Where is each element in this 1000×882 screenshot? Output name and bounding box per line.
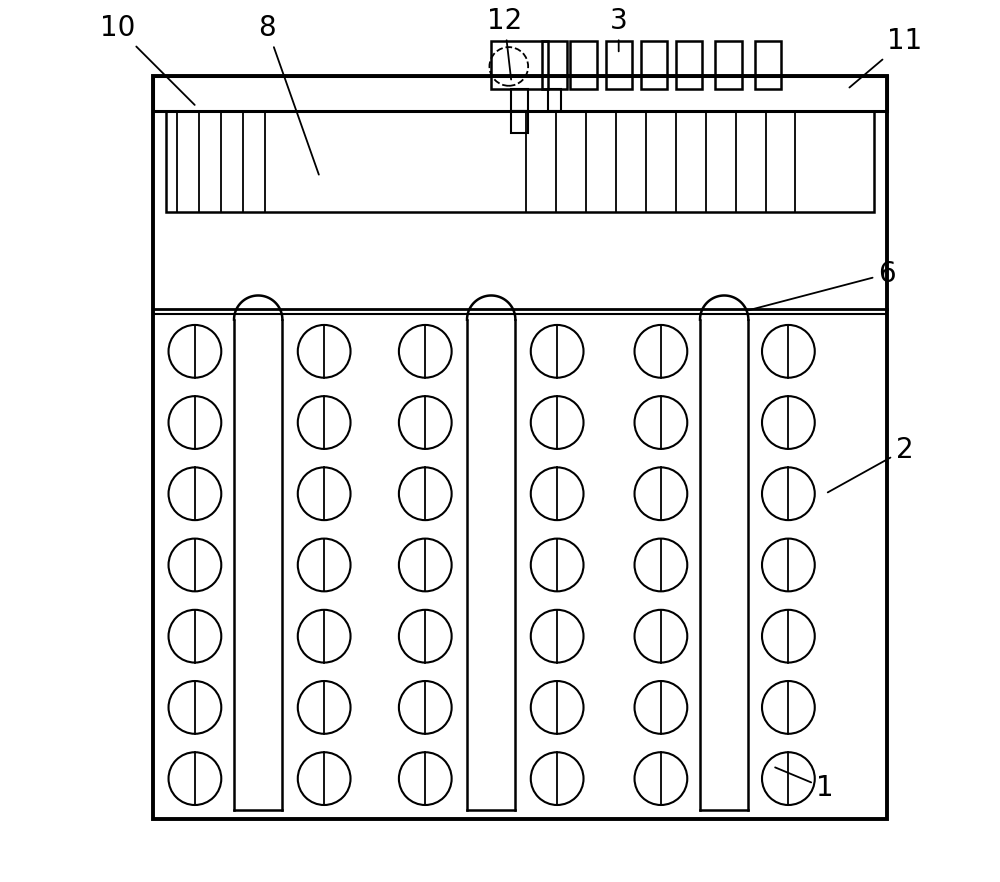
Bar [641,41,667,89]
Bar [542,41,567,89]
Bar [511,111,528,133]
Bar [491,41,548,89]
Bar [755,41,781,89]
Bar [715,41,742,89]
Text: 8: 8 [258,14,319,175]
Text: 12: 12 [487,7,522,79]
Bar [166,111,874,213]
Text: 3: 3 [610,7,628,51]
Text: 6: 6 [749,260,896,310]
Bar [676,41,702,89]
Bar [548,89,561,111]
Bar [511,89,528,111]
Bar [153,76,887,111]
Text: 11: 11 [849,27,922,87]
Text: 10: 10 [100,14,195,105]
Text: 1: 1 [775,767,834,803]
Text: 2: 2 [828,436,913,492]
Bar [153,76,887,819]
Bar [570,41,597,89]
Bar [606,41,632,89]
